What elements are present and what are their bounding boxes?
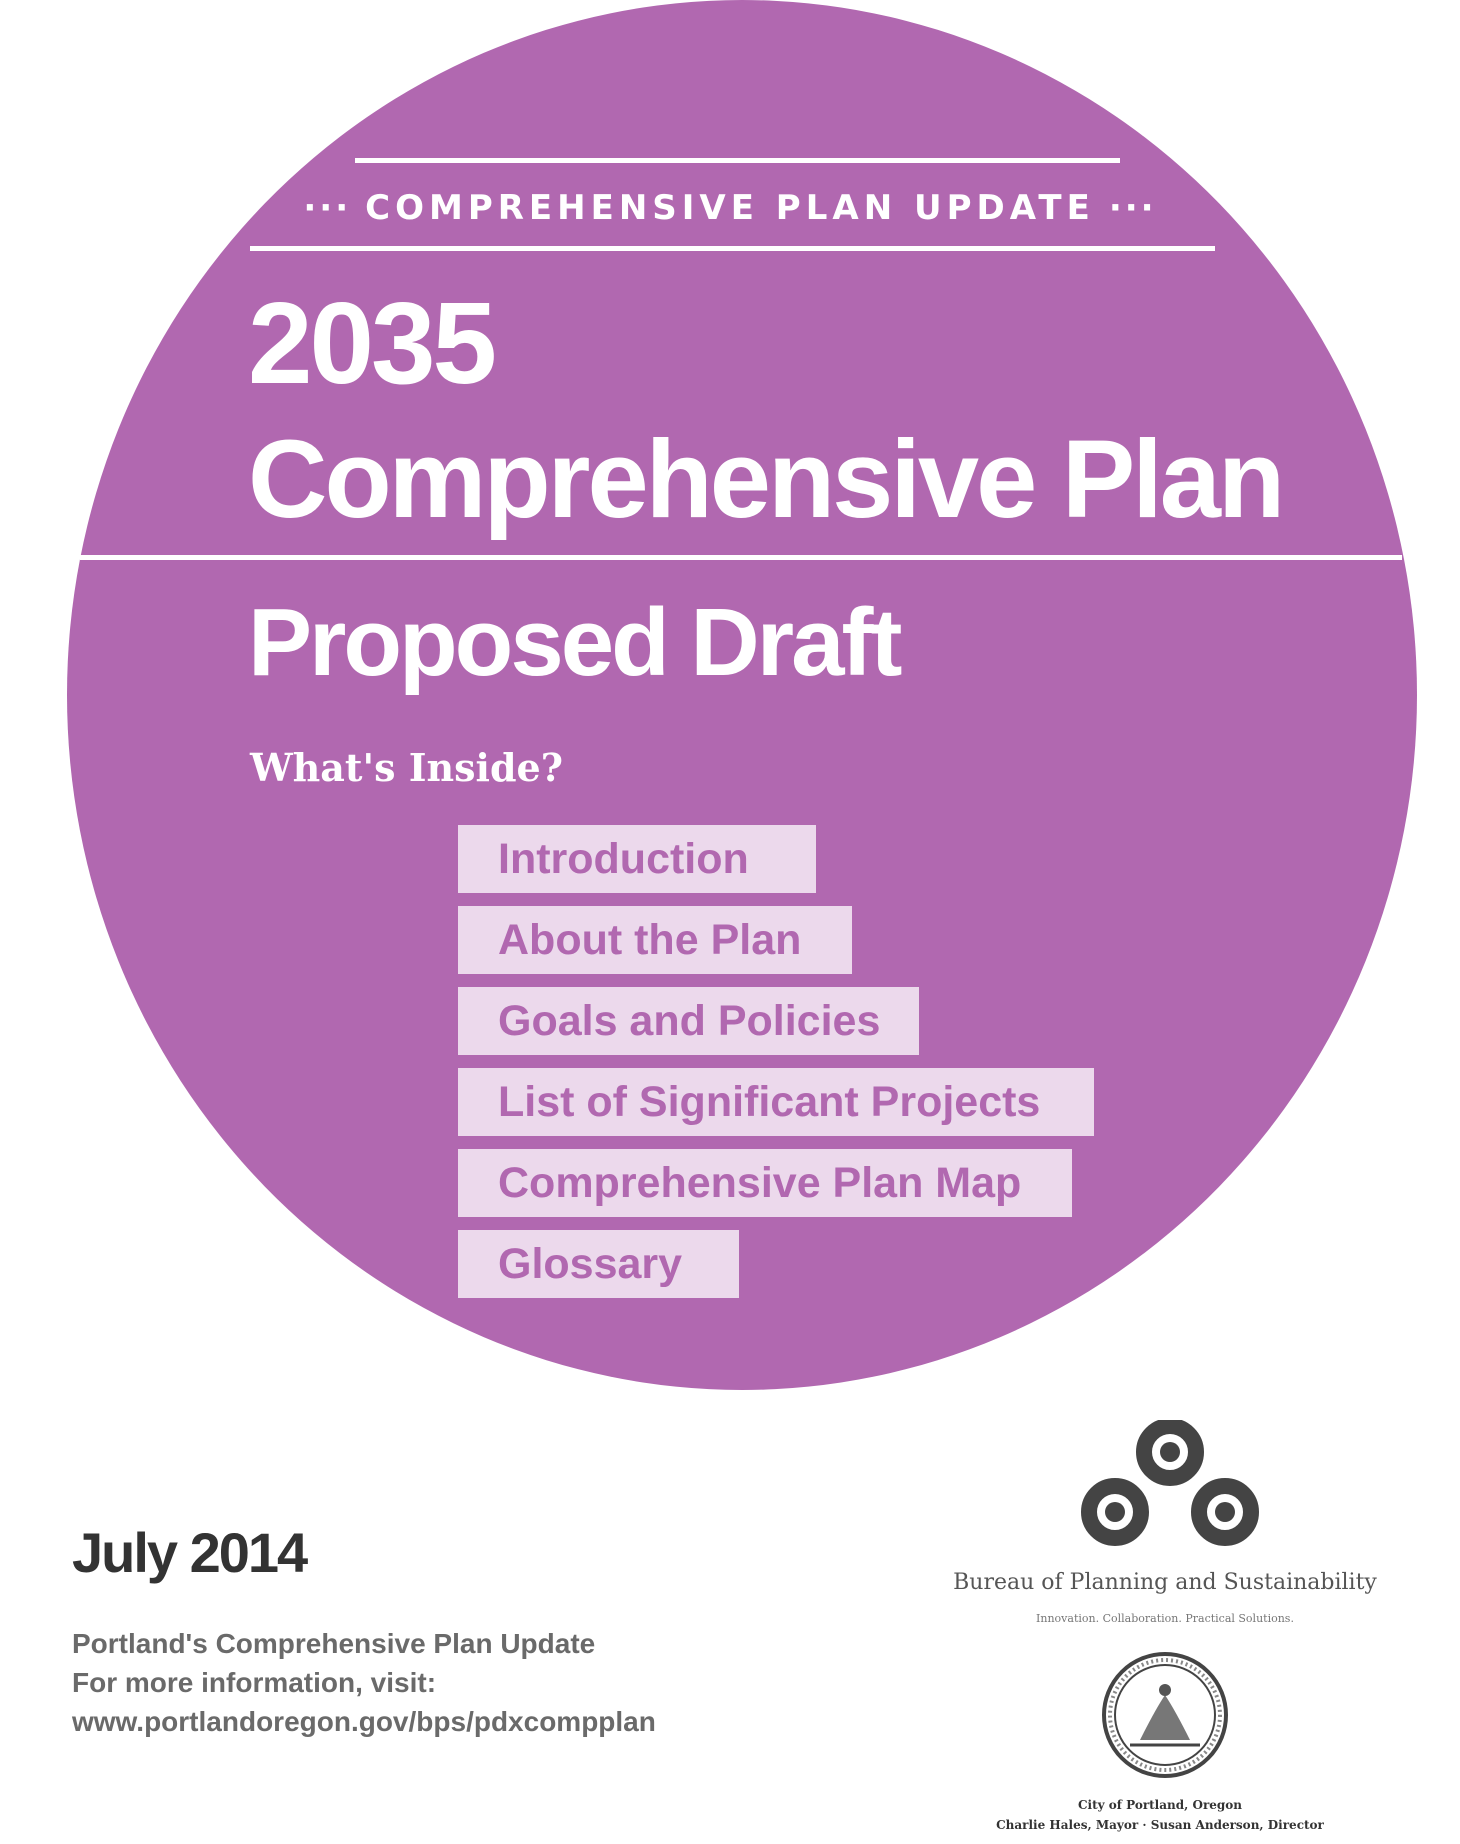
city-name: City of Portland, Oregon [1077,1798,1243,1812]
bps-logo-icon [1081,1420,1259,1546]
city-officials: Charlie Hales, Mayor · Susan Anderson, D… [996,1818,1324,1832]
toc-item-significant-projects: List of Significant Projects [458,1068,1094,1136]
footer-line-2: For more information, visit: [72,1667,437,1698]
toc-item-plan-map: Comprehensive Plan Map [458,1149,1072,1217]
footer-url[interactable]: www.portlandoregon.gov/bps/pdxcompplan [72,1706,656,1737]
toc-item-goals-and-policies: Goals and Policies [458,987,919,1055]
top-rule [355,158,1120,163]
title-year: 2035 [248,278,497,408]
footer-line-1: Portland's Comprehensive Plan Update [72,1628,596,1659]
kicker-text: COMPREHENSIVE PLAN UPDATE [365,188,1095,228]
bureau-name: Bureau of Planning and Sustainability [953,1570,1377,1595]
bureau-tagline: Innovation. Collaboration. Practical Sol… [1036,1612,1294,1625]
toc-item-glossary: Glossary [458,1230,739,1298]
title-rule [80,555,1402,560]
kicker-dots-right: ··· [1108,188,1157,228]
kicker-rule [250,246,1215,251]
subtitle: Proposed Draft [248,589,902,696]
kicker-dots-left: ··· [303,188,352,228]
toc-item-introduction: Introduction [458,825,816,893]
contents-heading: What's Inside? [250,745,563,790]
publication-date: July 2014 [72,1521,308,1584]
toc-item-about-the-plan: About the Plan [458,906,852,974]
title-main: Comprehensive Plan [248,418,1285,541]
city-seal-icon [1102,1652,1228,1778]
kicker-banner: ··· COMPREHENSIVE PLAN UPDATE ··· [0,188,1460,228]
